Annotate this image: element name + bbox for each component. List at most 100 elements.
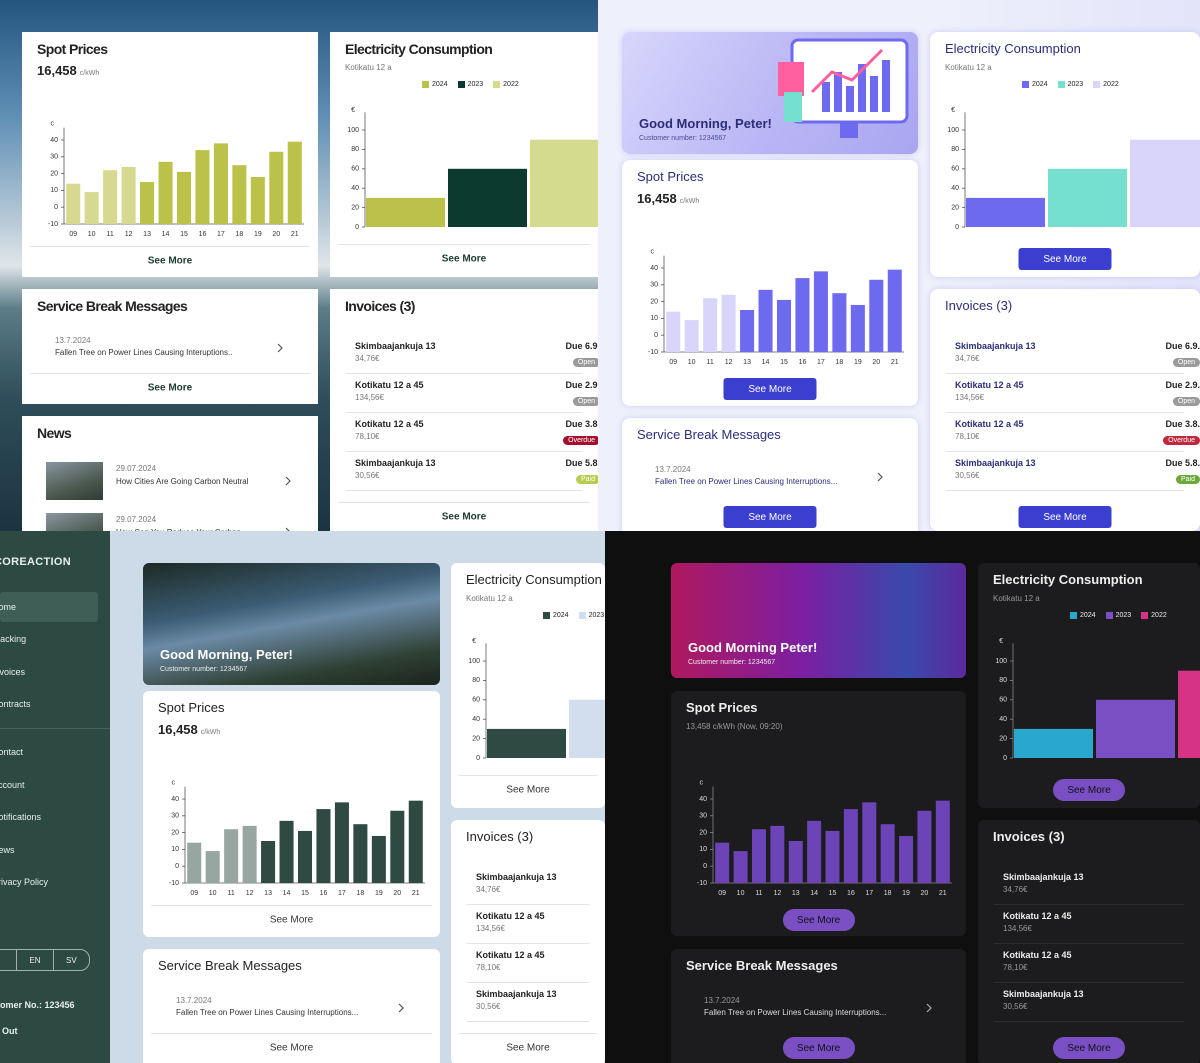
y-axis-unit: € <box>351 107 355 114</box>
illustration <box>778 38 909 138</box>
x-tick-label: 15 <box>829 890 837 897</box>
language-option[interactable] <box>0 950 18 970</box>
price-bar <box>684 320 699 352</box>
x-tick-label: 17 <box>817 359 825 366</box>
service-card: Service Break Messages 13.7.2024 Fallen Tr… <box>22 289 318 404</box>
y-tick-label: -10 <box>697 880 707 887</box>
invoice-address: Kotikatu 12 a 45 <box>355 419 424 429</box>
invoice-amount: 134,56€ <box>1003 924 1032 933</box>
legend-item: 2022 <box>1141 612 1167 619</box>
invoice-amount: 34,76€ <box>955 354 980 363</box>
see-more-button[interactable]: See More <box>147 382 193 394</box>
see-more-button[interactable]: See More <box>147 255 193 267</box>
see-more-button[interactable]: See More <box>723 378 817 400</box>
legend-label: 2023 <box>588 612 605 619</box>
customer-number: Customer number: 1234567 <box>639 135 727 142</box>
x-tick-label: 19 <box>902 890 910 897</box>
news-date: 29.07.2024 <box>116 464 157 473</box>
news-thumbnail <box>46 513 103 531</box>
spot-price-chart: c -10 0 10 20 30 40 09 10 11 12 13 14 15 16 17 18 19 20 21 <box>697 779 952 897</box>
see-more-button[interactable]: See More <box>782 909 855 931</box>
menu-item[interactable]: Account <box>0 780 25 790</box>
illustration-bar <box>858 64 866 112</box>
card-title: News <box>37 425 72 441</box>
see-more-button[interactable]: See More <box>269 1042 314 1054</box>
see-more-button[interactable]: See More <box>1053 779 1125 801</box>
language-option[interactable]: SV <box>65 955 77 965</box>
legend-swatch <box>1057 81 1065 88</box>
invoices-card: Invoices (3) Skimbaajankuja 13 34,76€ Kotik… <box>978 820 1200 1063</box>
theme-panel: Good Morning, Peter! Customer number: 123… <box>598 0 1200 531</box>
invoice-address: Skimbaajankuja 13 <box>476 989 557 999</box>
see-more-button[interactable]: See More <box>441 253 487 265</box>
legend-item: 2023 <box>1105 612 1131 619</box>
spot-price-unit: c/kWh <box>79 70 100 77</box>
illustration-line <box>810 48 884 94</box>
consumption-chart: €0 20 40 60 80 100 <box>995 638 1200 762</box>
row-divider <box>994 982 1184 983</box>
consumption-bar <box>1178 670 1200 758</box>
card-title: Service Break Messages <box>158 958 302 973</box>
language-option[interactable]: EN <box>17 950 54 970</box>
menu-item[interactable]: Contracts <box>0 699 31 709</box>
chevron-icon <box>398 1003 404 1013</box>
row-divider <box>946 490 1184 491</box>
x-tick-label: 20 <box>272 231 280 238</box>
menu-item[interactable]: Contact <box>0 747 24 757</box>
spot-price-value: 16,458 <box>158 722 198 737</box>
divider <box>338 502 590 503</box>
row-divider <box>346 490 582 491</box>
y-tick-label: 30 <box>50 154 58 161</box>
legend-item: 2022 <box>1093 81 1119 88</box>
menu-item[interactable]: Home <box>0 602 17 612</box>
see-more-button[interactable]: See More <box>506 784 550 796</box>
divider <box>151 905 432 906</box>
row-divider <box>467 904 589 905</box>
price-bar <box>213 143 228 224</box>
menu-item[interactable]: Invoices <box>0 667 26 677</box>
y-tick-label: 80 <box>472 677 480 684</box>
price-bar <box>187 842 202 883</box>
divider <box>151 1033 432 1034</box>
see-more-button[interactable]: See More <box>1018 248 1112 270</box>
consumption-bar <box>366 197 445 227</box>
see-more-button[interactable]: See More <box>506 1042 550 1054</box>
price-bar <box>770 825 785 883</box>
y-tick-label: 10 <box>50 187 58 194</box>
menu-item[interactable]: Notifications <box>0 812 42 822</box>
news-thumbnail <box>46 462 103 500</box>
y-tick-label: 0 <box>175 863 179 870</box>
see-more-button[interactable]: See More <box>269 914 314 926</box>
price-bar <box>917 810 932 883</box>
divider <box>30 373 310 374</box>
see-more-button[interactable]: See More <box>782 1037 855 1059</box>
card-title: Invoices (3) <box>945 298 1013 313</box>
see-more-button[interactable]: See More <box>1053 1037 1125 1059</box>
consumption-bar <box>530 139 598 227</box>
legend-label: 2022 <box>1151 612 1167 619</box>
logout[interactable]: Log Out <box>0 1026 18 1036</box>
x-tick-label: 09 <box>69 231 77 238</box>
chevron-icon <box>285 527 290 531</box>
spot-price-unit: c/kWh <box>200 729 221 736</box>
y-tick-label: 100 <box>947 127 959 134</box>
y-axis-unit: c <box>700 779 704 786</box>
menu-item[interactable]: Privacy Policy <box>0 877 49 887</box>
theme-panel: Spot Prices 16,458 c/kWh c -10 0 10 20 30 40 09 10 1… <box>0 0 598 531</box>
news-title: How Can You Reduce Your Carbon <box>116 527 256 531</box>
sidebar: COREACTION Home Tracking Invoices Contracts C… <box>0 531 110 1063</box>
spot-price-unit: c/kWh <box>679 198 700 205</box>
price-bar <box>176 171 192 224</box>
see-more-button[interactable]: See More <box>1018 506 1112 528</box>
x-tick-label: 20 <box>921 890 929 897</box>
illustration-card <box>784 92 802 122</box>
see-more-button[interactable]: See More <box>723 506 817 528</box>
menu-item[interactable]: Tracking <box>0 634 27 644</box>
price-bar <box>825 830 840 883</box>
see-more-button[interactable]: See More <box>441 511 487 523</box>
menu-item[interactable]: News <box>0 845 15 855</box>
chevron-icon <box>277 343 283 353</box>
x-tick-label: 11 <box>707 359 714 366</box>
chevron-path <box>877 472 883 482</box>
legend-swatch <box>1093 81 1101 88</box>
